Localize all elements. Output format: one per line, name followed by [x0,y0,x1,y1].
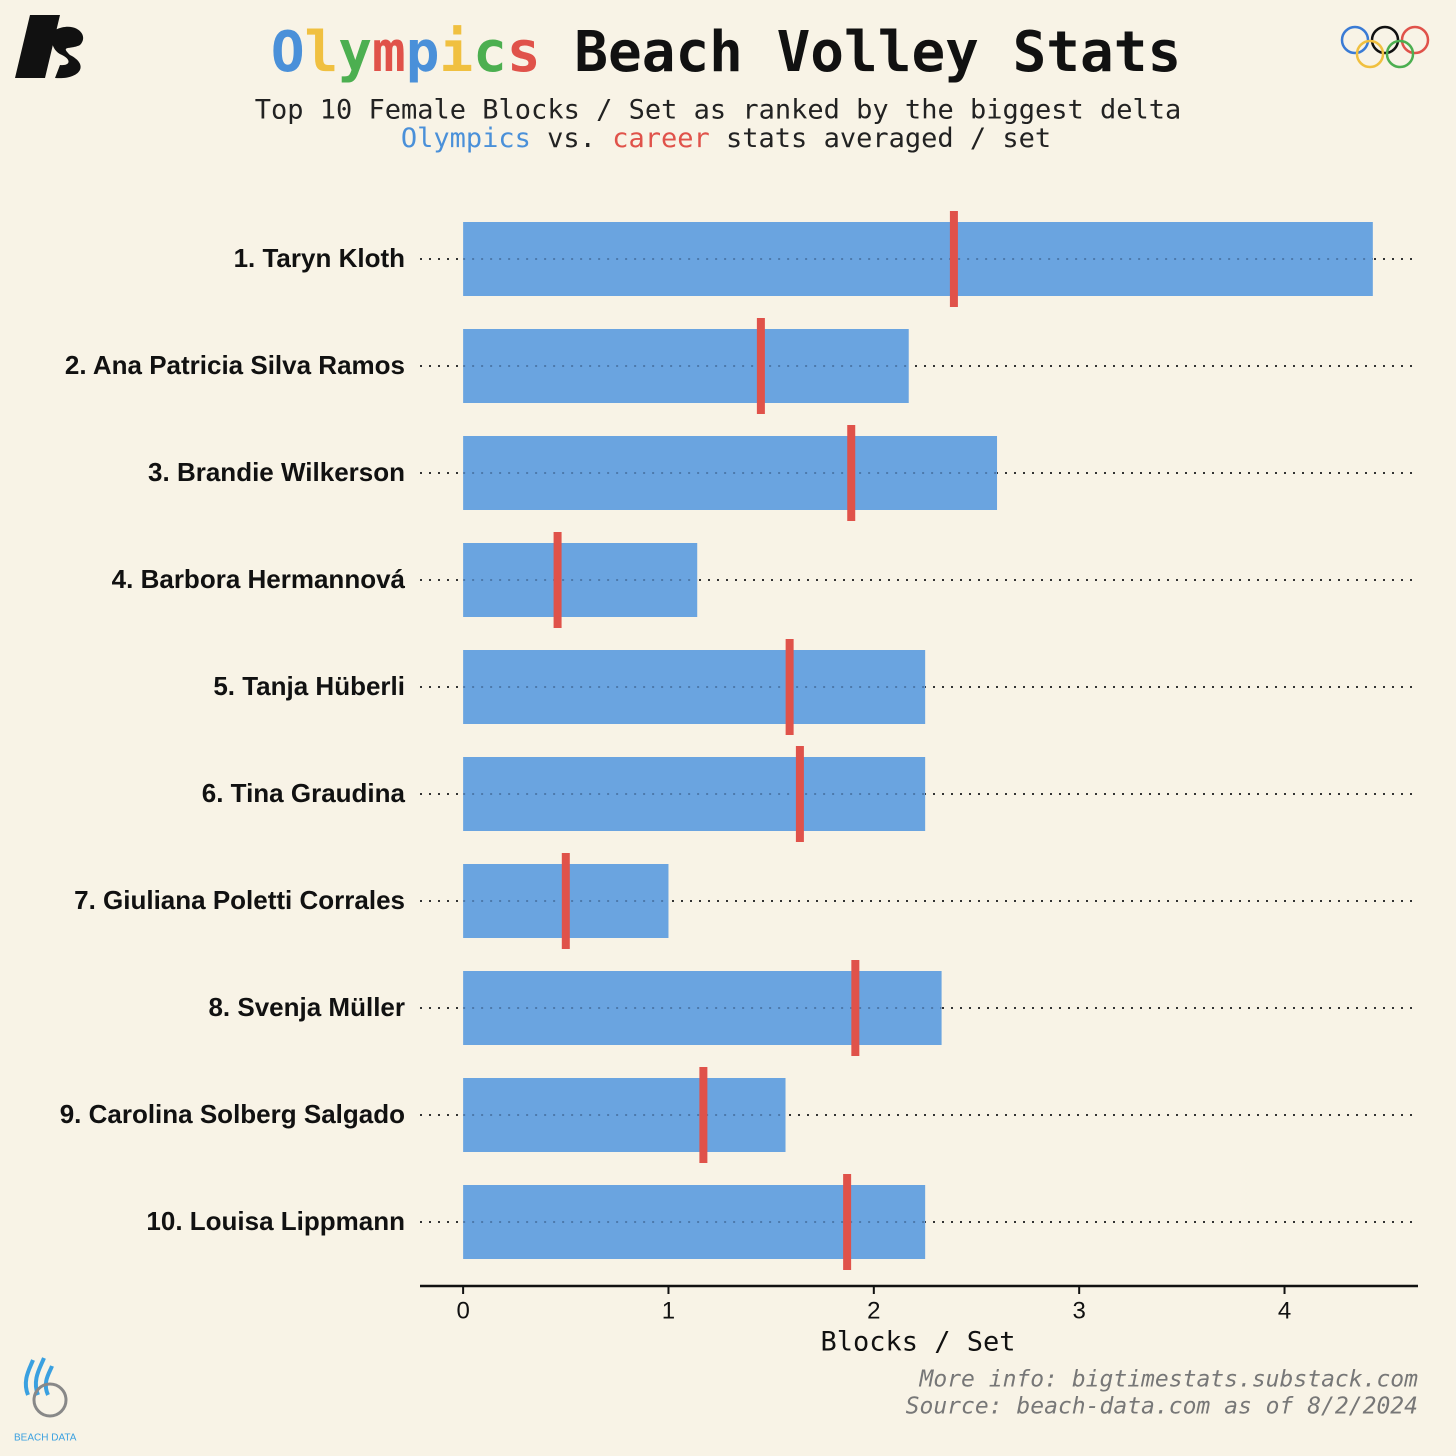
y-tick-label: 9. Carolina Solberg Salgado [60,1099,405,1129]
x-tick-label: 2 [867,1297,880,1324]
y-tick-label: 10. Louisa Lippmann [146,1206,405,1236]
legend: Olympics vs. career stats averaged / set [401,123,1051,154]
y-tick-label: 7. Giuliana Poletti Corrales [74,885,405,915]
title-letter: p [406,20,440,85]
career-marker [795,746,804,842]
title-letter: l [305,20,339,85]
y-tick-label: 4. Barbora Hermannová [112,564,406,594]
y-tick-label: 3. Brandie Wilkerson [148,457,405,487]
career-marker [843,1174,852,1270]
bar [463,329,909,403]
career-marker [699,1067,708,1163]
y-tick-label: 1. Taryn Kloth [234,243,405,273]
x-tick-label: 3 [1072,1297,1085,1324]
y-tick-label: 5. Tanja Hüberli [213,671,405,701]
career-marker [785,639,794,735]
bar [463,971,942,1045]
bar [463,757,926,831]
x-tick-label: 0 [456,1297,469,1324]
footer: More info: bigtimestats.substack.com [919,1367,1419,1393]
logo-text: BEACH DATA [14,1433,77,1444]
x-tick-label: 4 [1278,1297,1291,1324]
olympic-rings [1340,25,1430,69]
bar [463,436,998,510]
career-marker [851,960,860,1056]
career-marker [553,532,562,628]
footer: Source: beach-data.com as of 8/2/2024 [906,1394,1418,1420]
title-letter: y [338,20,372,85]
title-letter: m [372,20,406,85]
subtitle: Top 10 Female Blocks / Set as ranked by … [255,95,1182,126]
chart-title: Olympics Beach Volley Stats [271,20,1181,85]
career-marker [561,853,570,949]
bar [463,1078,786,1152]
y-tick-label: 2. Ana Patricia Silva Ramos [65,350,405,380]
legend-entry: career [612,123,710,154]
career-marker [756,318,765,414]
title-letter: i [439,20,473,85]
title-rest: Beach Volley Stats [541,20,1182,85]
title-letter: c [473,20,507,85]
y-tick-label: 8. Svenja Müller [208,992,405,1022]
legend-entry: Olympics [401,123,531,154]
bar [463,650,926,724]
y-tick-label: 6. Tina Graudina [202,778,406,808]
career-marker [847,425,856,521]
career-marker [949,211,958,307]
legend-connector: vs. [547,123,596,154]
legend-suffix: stats averaged / set [726,123,1051,154]
bar [463,1185,926,1259]
logo [15,15,84,79]
title-letter: O [271,20,305,85]
bar [463,222,1373,296]
x-tick-label: 1 [662,1297,675,1324]
title-letter: s [507,20,541,85]
x-axis-label: Blocks / Set [820,1327,1015,1358]
beach-data-logo [23,1357,68,1418]
